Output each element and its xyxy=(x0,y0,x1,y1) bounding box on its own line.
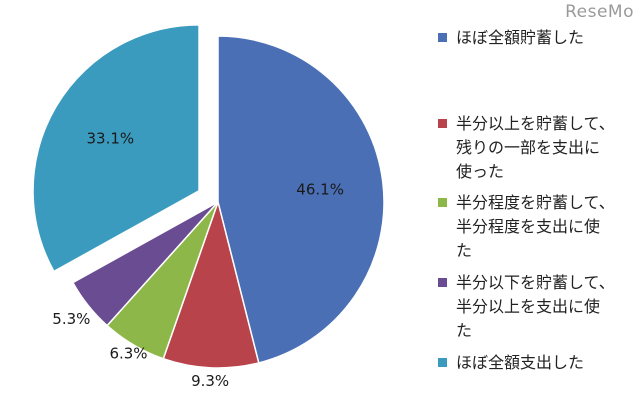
legend-label: 半分程度を貯蓄して、 半分程度を支出に使 た xyxy=(456,193,615,260)
legend-item-less-than-half-savings: 半分以下を貯蓄して、 半分以上を支出に使 た xyxy=(438,271,615,343)
legend-label: 半分以下を貯蓄して、 半分以上を支出に使 た xyxy=(456,273,615,340)
legend-label: 半分以上を貯蓄して、 残りの一部を支出に 使った xyxy=(456,114,615,181)
slice-data-label: 6.3% xyxy=(109,345,147,363)
pie-slice xyxy=(32,24,200,273)
slice-data-label: 5.3% xyxy=(52,310,90,328)
slice-data-label: 33.1% xyxy=(87,130,135,148)
legend-swatch xyxy=(438,198,447,207)
slice-data-label: 9.3% xyxy=(191,372,229,390)
legend-label: ほぼ全額貯蓄した xyxy=(456,28,585,47)
legend-swatch xyxy=(438,119,447,128)
legend-item-more-than-half-savings: 半分以上を貯蓄して、 残りの一部を支出に 使った xyxy=(438,112,615,184)
legend-item-full-savings: ほぼ全額貯蓄した xyxy=(438,26,584,50)
pie-slice xyxy=(162,199,260,369)
pie-slice xyxy=(217,35,385,364)
legend-swatch xyxy=(438,278,447,287)
watermark-logo: ReseMo xyxy=(565,2,634,22)
legend-swatch xyxy=(438,358,447,367)
legend-item-full-spending: ほぼ全額支出した xyxy=(438,351,584,375)
legend-item-half-savings: 半分程度を貯蓄して、 半分程度を支出に使 た xyxy=(438,191,615,263)
legend-label: ほぼ全額支出した xyxy=(456,353,585,372)
slice-data-label: 46.1% xyxy=(296,180,344,198)
legend-swatch xyxy=(438,33,447,42)
pie-slice xyxy=(71,201,219,327)
